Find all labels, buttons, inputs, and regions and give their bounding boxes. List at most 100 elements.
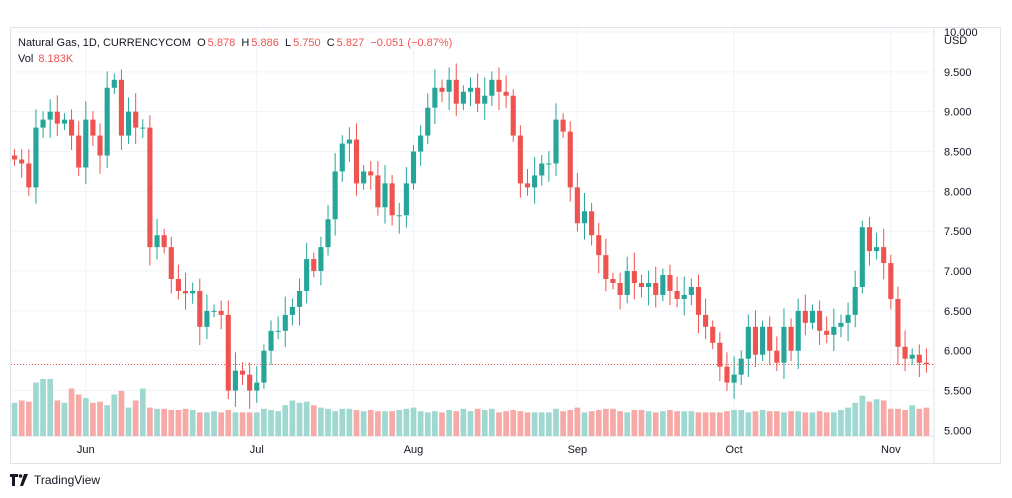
tradingview-brand[interactable]: TradingView [10,473,100,487]
candle-body [460,91,466,104]
volume-bar [517,411,524,436]
volume-bar [239,412,246,436]
legend-open-value: 5.878 [207,37,236,49]
volume-bar [175,409,182,436]
candle-body [631,271,637,283]
candle-body [382,183,388,208]
volume-bar [275,411,282,436]
volume-bar [118,390,125,436]
candle-body [852,286,858,315]
volume-bar [474,408,481,436]
volume-bar [125,407,132,436]
candle-body [510,95,516,136]
candle-body [881,247,887,264]
volume-bar [182,408,189,436]
candle-body [339,143,345,172]
volume-bar [752,411,759,436]
volume-bar [432,411,438,436]
candle-body [33,127,39,188]
volume-bar [111,394,118,436]
candle-body [681,294,687,299]
volume-bar [852,402,859,436]
volume-bar [403,408,410,436]
candle-body [824,330,830,335]
volume-bar [838,409,844,436]
candle-body [83,119,89,168]
chart-frame [10,27,1001,464]
volume-bar [325,408,331,436]
candle-body [546,163,552,165]
volume-bar [638,409,645,436]
candle-body [703,314,709,327]
volume-bar [659,411,666,436]
tradingview-logo-icon [10,474,28,486]
y-tick-label: 5.500 [944,386,972,398]
candle-body [831,326,837,335]
volume-bar [788,411,794,436]
volume-bar [781,412,787,436]
volume-bar [873,399,880,436]
candle-body [838,322,844,327]
volume-bar [880,400,887,436]
volume-bar [510,409,517,436]
x-tick-label: Oct [726,444,743,456]
volume-bar [624,412,631,436]
volume-bar [253,412,260,436]
volume-bar [225,409,232,436]
y-tick-label: 9.500 [944,67,972,79]
candle-body [239,370,246,375]
legend-low-label: L [284,37,292,49]
legend-symbol: Natural Gas, 1D, CURRENCYCOM [18,37,191,49]
legend-high-label: H [241,37,250,49]
candle-body [467,87,474,92]
candle-body [375,175,381,208]
legend-vol-label: Vol [18,53,34,65]
candle-body [795,310,801,351]
y-tick-label: 10.000 [944,27,978,39]
candle-body [553,119,559,164]
volume-bar [353,409,360,436]
y-tick-label: 6.000 [944,346,972,358]
candle-body [610,279,616,283]
volume-bar [196,412,203,436]
candle-body [318,247,324,272]
volume-bar [553,408,559,436]
volume-bar [531,412,538,436]
volume-bar [923,407,930,436]
volume-bar [489,408,495,436]
candle-body [638,283,645,287]
volume-bar [360,411,367,436]
candle-body [902,346,908,359]
volume-bar [467,411,474,436]
candle-body [346,139,352,144]
candle-body [752,326,759,355]
candle-body [817,310,823,331]
volume-bar [845,407,851,436]
candle-body [204,310,210,327]
candle-body [809,310,816,323]
volume-bar [139,388,146,436]
x-tick-label: Aug [404,444,424,456]
x-tick-label: Jul [250,444,264,456]
candle-body [275,330,281,332]
y-tick-label: 8.000 [944,186,972,198]
volume-bar [389,411,395,436]
volume-bar [318,407,324,436]
volume-bar [396,409,403,436]
candle-body [781,326,787,363]
candle-body [361,171,367,184]
candle-body [517,135,523,184]
volume-bar [339,408,346,436]
volume-bar [346,408,353,436]
candle-body [140,127,146,129]
candle-body [61,119,67,124]
candle-body [895,298,901,347]
candle-body [104,87,110,156]
candle-body [695,286,702,315]
candle-body [296,290,303,307]
y-tick-label: 5.000 [944,425,972,437]
candle-body [688,286,694,295]
volume-bar [574,407,581,436]
volume-bar [481,409,488,436]
